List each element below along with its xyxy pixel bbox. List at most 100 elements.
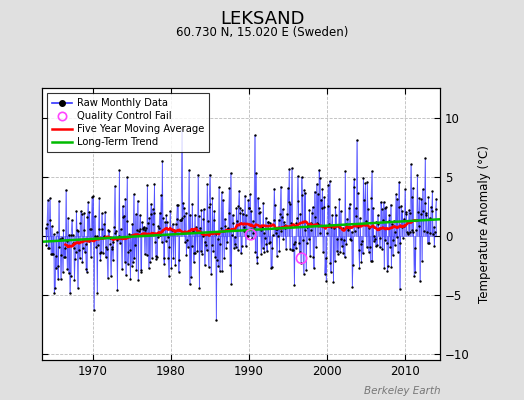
Point [323,230,331,236]
Point [164,254,172,261]
Point [377,206,386,212]
Point [180,204,188,211]
Point [264,219,272,226]
Point [426,230,434,236]
Point [202,242,210,249]
Point [45,244,53,251]
Point [281,222,289,228]
Point [149,221,157,228]
Point [430,243,439,250]
Point [429,230,437,237]
Point [118,266,126,272]
Point [274,226,282,232]
Point [51,253,60,260]
Point [133,227,141,233]
Point [329,223,337,230]
Point [132,211,140,218]
Point [280,219,288,225]
Point [351,228,359,234]
Point [170,230,179,236]
Point [354,224,363,230]
Point [335,196,344,202]
Point [299,236,307,243]
Point [412,217,421,223]
Point [230,245,238,251]
Point [297,255,305,262]
Point [193,248,202,254]
Point [62,187,70,193]
Point [58,234,66,241]
Point [86,253,95,260]
Point [142,225,150,231]
Point [87,226,95,232]
Point [213,256,221,263]
Point [173,202,181,208]
Point [357,259,366,266]
Point [282,246,290,252]
Point [119,214,127,220]
Point [91,213,99,220]
Point [423,240,432,246]
Point [184,228,192,234]
Point [298,192,307,198]
Point [422,212,430,218]
Point [347,228,356,235]
Point [355,264,364,271]
Point [159,255,168,261]
Text: Berkeley Earth: Berkeley Earth [364,386,440,396]
Point [396,286,404,292]
Point [242,243,250,250]
Point [267,265,275,272]
Point [255,209,264,216]
Point [420,200,429,206]
Point [356,215,364,222]
Point [84,238,93,244]
Point [94,226,103,232]
Point [308,209,316,216]
Point [263,248,271,255]
Point [297,174,305,180]
Point [177,217,185,223]
Point [127,232,135,238]
Point [103,275,112,281]
Point [398,208,407,214]
Point [82,266,90,272]
Point [209,248,217,254]
Point [388,220,396,227]
Point [297,260,305,266]
Point [49,231,58,238]
Point [131,242,139,248]
Point [78,259,86,266]
Point [156,232,165,238]
Point [95,195,103,202]
Point [340,254,348,260]
Point [427,204,435,210]
Point [416,277,424,284]
Point [52,265,60,272]
Point [375,226,383,232]
Point [346,236,355,242]
Point [195,285,204,291]
Point [431,206,440,212]
Point [206,201,215,207]
Point [71,256,79,263]
Point [129,258,137,265]
Point [314,221,323,228]
Point [352,212,361,219]
Point [290,282,299,288]
Point [358,250,367,256]
Point [339,224,347,231]
Point [309,204,317,210]
Point [350,184,358,190]
Point [238,207,246,213]
Point [54,198,63,204]
Point [348,284,356,290]
Point [122,272,130,278]
Point [425,240,433,246]
Point [220,255,228,261]
Point [162,219,171,225]
Point [97,210,106,217]
Point [249,230,258,236]
Point [48,250,57,257]
Point [189,259,198,266]
